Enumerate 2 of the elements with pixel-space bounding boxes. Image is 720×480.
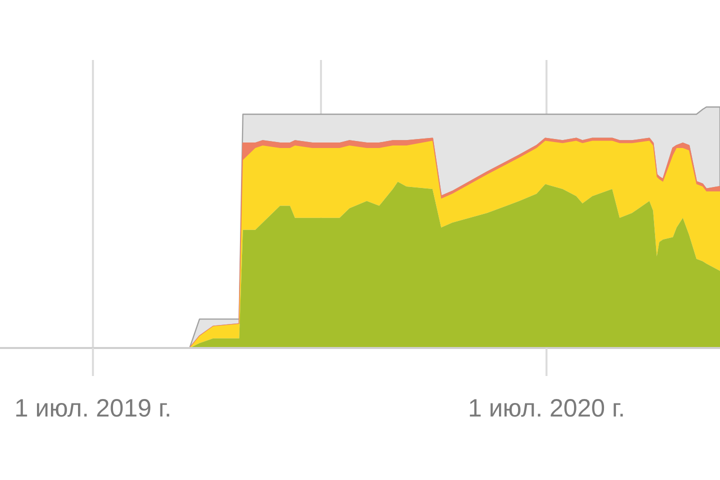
x-tick-label: 1 июл. 2020 г.	[468, 394, 626, 423]
x-tick-label: 1 июл. 2019 г.	[14, 394, 172, 423]
